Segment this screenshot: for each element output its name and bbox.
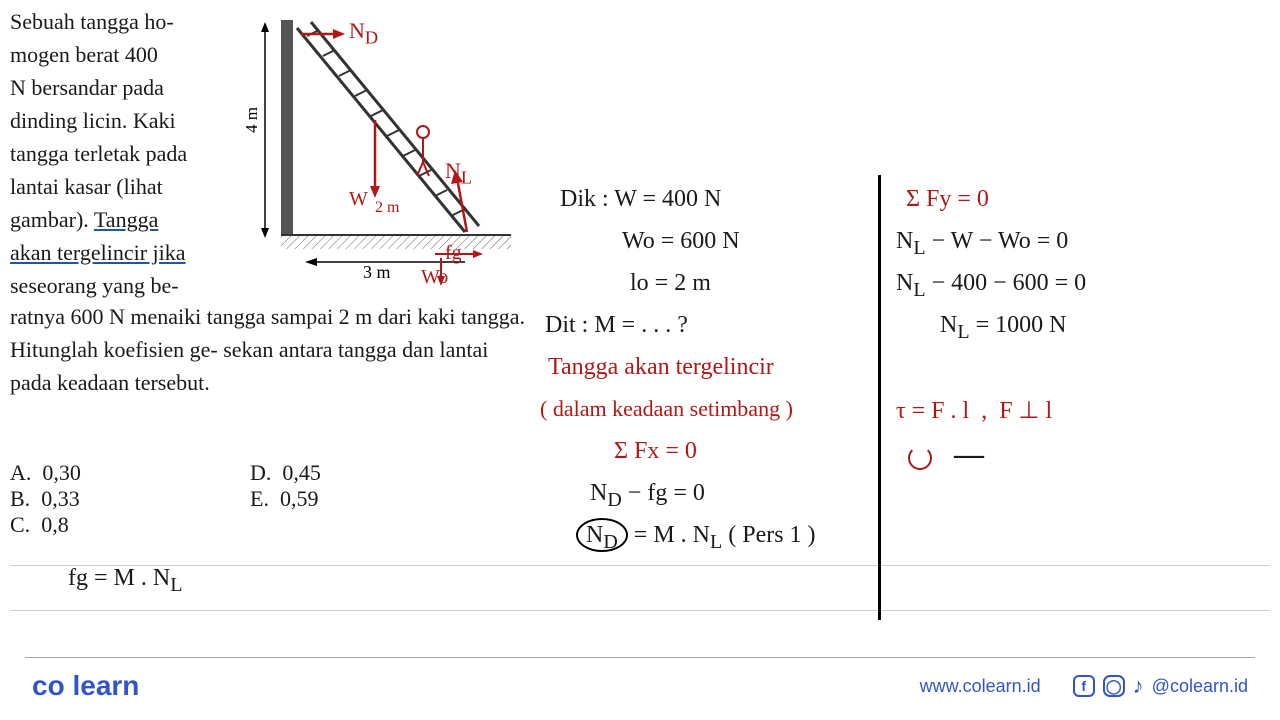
footer: co learn www.colearn.id f ◯ ♪ @colearn.i… <box>0 670 1280 702</box>
nd-label: ND <box>349 18 378 48</box>
hw-dit: Dit : M = . . . ? <box>545 312 688 339</box>
website-link[interactable]: www.colearn.id <box>920 676 1041 697</box>
hw-wo: Wo = 600 N <box>622 228 740 255</box>
hw-lo: lo = 2 m <box>630 270 711 297</box>
hw-nl-eq2: NL − 400 − 600 = 0 <box>896 270 1086 302</box>
answer-choices: A. 0,30 D. 0,45 B. 0,33 E. 0,59 C. 0,8 <box>10 460 490 538</box>
hw-nd-fg: ND − fg = 0 <box>590 480 705 512</box>
choice-a: A. 0,30 <box>10 460 140 486</box>
facebook-icon[interactable]: f <box>1073 675 1095 697</box>
instagram-icon[interactable]: ◯ <box>1103 675 1125 697</box>
hw-nd-eq: ND = M . NL ( Pers 1 ) <box>576 522 816 554</box>
torque-convention: — <box>908 444 966 478</box>
hw-tangga: Tangga akan tergelincir <box>548 354 774 381</box>
wo-label: Wo <box>421 266 448 289</box>
page: Sebuah tangga ho- mogen berat 400 N bers… <box>0 0 1280 720</box>
hw-sigma-fx: Σ Fx = 0 <box>614 438 697 465</box>
ladder-diagram: 3 m 2 m 4 m ND NL W <box>245 10 515 290</box>
column-divider <box>878 175 881 620</box>
hw-nl-eq1: NL − W − Wo = 0 <box>896 228 1068 260</box>
hw-dik-w: Dik : W = 400 N <box>560 186 721 213</box>
social-handle: @colearn.id <box>1152 676 1248 697</box>
tiktok-icon[interactable]: ♪ <box>1133 673 1144 699</box>
hw-torque: τ = F . l , F ⊥ l <box>896 396 1052 425</box>
width-label: 3 m <box>363 262 391 282</box>
svg-text:2 m: 2 m <box>375 199 400 216</box>
hw-nl-result: NL = 1000 N <box>940 312 1066 344</box>
hw-sigma-fy: Σ Fy = 0 <box>906 186 989 213</box>
problem-text-full: ratnya 600 N menaiki tangga sampai 2 m d… <box>10 300 535 399</box>
height-label: 4 m <box>242 107 262 133</box>
brand-logo: co learn <box>32 670 139 702</box>
diagram-svg: 3 m 2 m <box>245 10 515 290</box>
ccw-icon <box>908 446 932 470</box>
hw-setimbang: ( dalam keadaan setimbang ) <box>540 396 793 422</box>
problem-text-left: Sebuah tangga ho- mogen berat 400 N bers… <box>10 5 230 302</box>
rule-line <box>10 610 1270 611</box>
choice-b: B. 0,33 <box>10 486 140 512</box>
choice-c: C. 0,8 <box>10 512 140 538</box>
choice-d: D. 0,45 <box>250 460 380 486</box>
rule-line <box>10 565 1270 566</box>
social-links: f ◯ ♪ @colearn.id <box>1073 673 1248 699</box>
hw-fg-mnl: fg = M . NL <box>68 565 182 597</box>
choice-e: E. 0,59 <box>250 486 380 512</box>
w-label: W <box>349 188 368 211</box>
footer-divider <box>25 657 1255 658</box>
fg-label: fg <box>445 242 462 265</box>
nl-label: NL <box>445 158 472 188</box>
